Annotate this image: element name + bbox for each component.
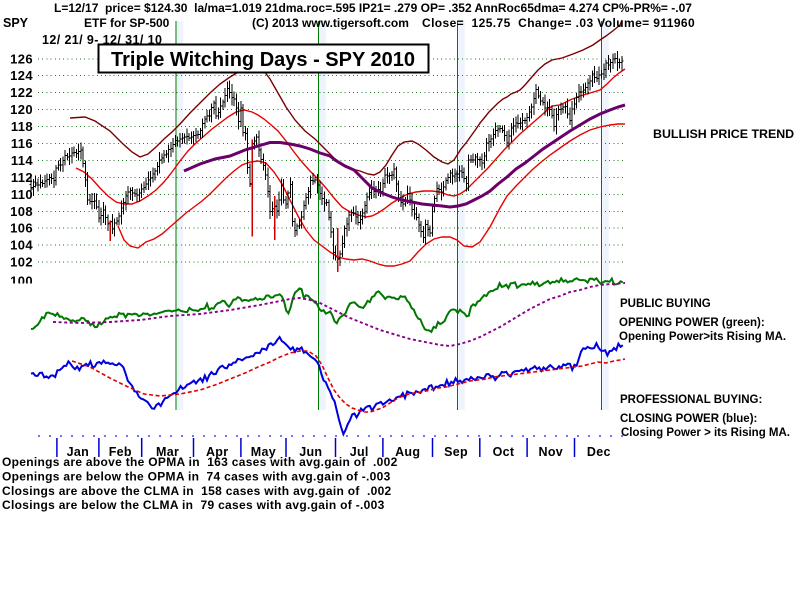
svg-text:114: 114 — [11, 153, 34, 168]
svg-text:Sep: Sep — [444, 445, 468, 459]
svg-text:Feb: Feb — [109, 445, 132, 459]
svg-text:122: 122 — [10, 85, 33, 100]
svg-text:ETF for SP-500: ETF for SP-500 — [84, 16, 170, 30]
svg-text:120: 120 — [10, 102, 33, 117]
svg-text:Apr: Apr — [206, 445, 228, 459]
svg-text:May: May — [251, 445, 276, 459]
svg-text:116: 116 — [11, 136, 33, 151]
svg-text:106: 106 — [10, 221, 33, 236]
svg-text:104: 104 — [10, 238, 33, 253]
svg-text:102: 102 — [10, 255, 33, 270]
svg-text:PUBLIC BUYING: PUBLIC BUYING — [620, 298, 711, 310]
svg-text:Close= 125.75 Change= .03 Vo: Close= 125.75 Change= .03 Volume= 911960 — [422, 16, 695, 30]
svg-text:Oct: Oct — [493, 445, 515, 459]
svg-text:Closing Power > its Rising MA.: Closing Power > its Rising MA. — [621, 427, 790, 439]
svg-text:Triple Witching Days - SPY 201: Triple Witching Days - SPY 2010 — [111, 49, 415, 71]
svg-text:124: 124 — [10, 68, 33, 83]
svg-text:Dec: Dec — [587, 445, 611, 459]
svg-text:Opening Power>its Rising MA.: Opening Power>its Rising MA. — [619, 331, 786, 343]
svg-text:BULLISH PRICE TREND: BULLISH PRICE TREND — [653, 127, 794, 141]
svg-text:Closings are above the CLMA in: Closings are above the CLMA in 158 cases… — [2, 484, 392, 498]
svg-text:Jun: Jun — [299, 445, 322, 459]
svg-text:Jan: Jan — [67, 445, 89, 459]
svg-text:CLOSING POWER (blue):: CLOSING POWER (blue): — [620, 413, 757, 425]
svg-text:110: 110 — [11, 187, 33, 202]
svg-text:OPENING POWER (green):: OPENING POWER (green): — [619, 317, 765, 329]
svg-text:108: 108 — [10, 204, 33, 219]
svg-text:Nov: Nov — [539, 445, 564, 459]
svg-text:118: 118 — [11, 119, 33, 134]
svg-text:Jul: Jul — [350, 445, 369, 459]
svg-text:112: 112 — [11, 170, 33, 185]
svg-text:Aug: Aug — [395, 445, 420, 459]
svg-text:L=12/17 price= $124.30 la/ma: L=12/17 price= $124.30 la/ma=1.019 21dma… — [54, 1, 692, 15]
svg-text:Openings are below the OPMA in: Openings are below the OPMA in 74 cases … — [2, 469, 391, 483]
svg-text:Closings are below the CLMA in: Closings are below the CLMA in 79 cases … — [2, 498, 385, 512]
svg-text:(C) 2013 www.tigersoft.com: (C) 2013 www.tigersoft.com — [252, 16, 409, 30]
svg-text:Openings are above the OPMA in: Openings are above the OPMA in 163 cases… — [2, 455, 398, 469]
svg-text:PROFESSIONAL BUYING:: PROFESSIONAL BUYING: — [620, 394, 762, 406]
svg-text:Mar: Mar — [156, 445, 179, 459]
svg-text:SPY: SPY — [3, 16, 29, 30]
svg-text:126: 126 — [10, 51, 33, 66]
